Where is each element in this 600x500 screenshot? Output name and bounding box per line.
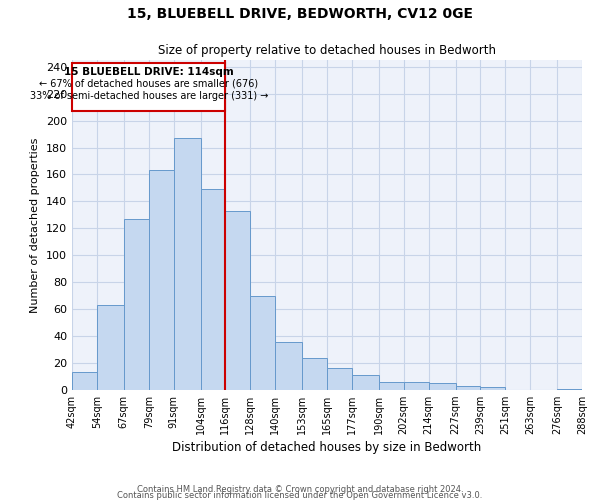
Bar [173,138,200,390]
Text: ← 67% of detached houses are smaller (676): ← 67% of detached houses are smaller (67… [39,79,258,89]
Bar [250,296,275,390]
Bar [455,386,481,390]
Bar [97,305,124,390]
Bar [275,342,302,390]
Y-axis label: Number of detached properties: Number of detached properties [31,138,40,312]
Bar [379,382,404,390]
Text: 15 BLUEBELL DRIVE: 114sqm: 15 BLUEBELL DRIVE: 114sqm [64,66,233,76]
Bar [327,368,352,390]
Bar [302,358,327,390]
Text: 33% of semi-detached houses are larger (331) →: 33% of semi-detached houses are larger (… [29,91,268,101]
Text: 15, BLUEBELL DRIVE, BEDWORTH, CV12 0GE: 15, BLUEBELL DRIVE, BEDWORTH, CV12 0GE [127,8,473,22]
Bar [481,388,505,390]
Bar [200,190,226,390]
Text: Contains HM Land Registry data © Crown copyright and database right 2024.: Contains HM Land Registry data © Crown c… [137,484,463,494]
Bar [124,219,149,390]
Bar [404,382,428,390]
Bar [149,170,173,390]
Bar [428,384,455,390]
Bar [557,388,582,390]
Title: Size of property relative to detached houses in Bedworth: Size of property relative to detached ho… [158,44,496,58]
Text: Contains public sector information licensed under the Open Government Licence v3: Contains public sector information licen… [118,490,482,500]
Bar [72,62,226,111]
Bar [352,375,379,390]
Bar [72,372,97,390]
X-axis label: Distribution of detached houses by size in Bedworth: Distribution of detached houses by size … [172,442,482,454]
Bar [226,211,250,390]
